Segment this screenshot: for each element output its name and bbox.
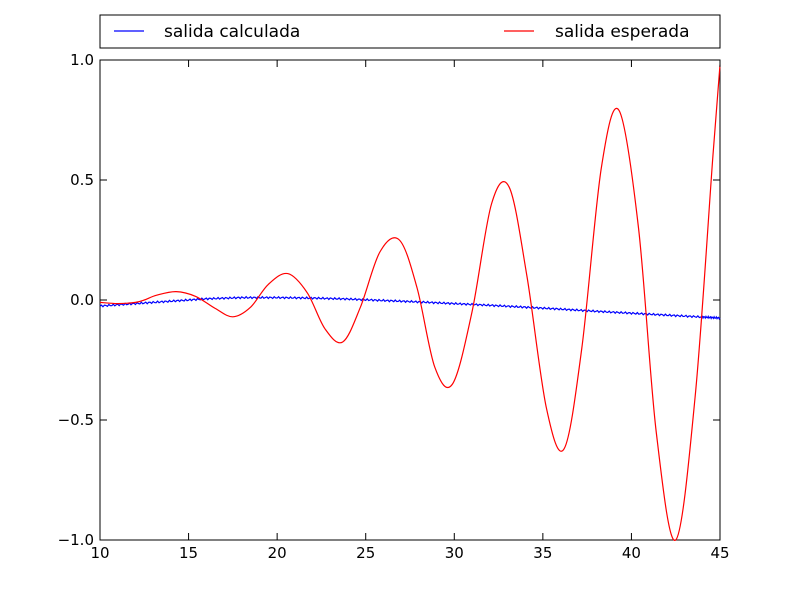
y-tick-label: −1.0	[58, 531, 94, 549]
x-tick-label: 25	[356, 544, 375, 562]
axis-ticks: 10 15 20 25 30 35 40 45 −1.0 −0.5 0.0 0.5 1.0	[58, 51, 730, 562]
x-tick-label: 10	[90, 544, 109, 562]
y-tick-label: 1.0	[70, 51, 94, 69]
y-tick-label: 0.0	[70, 291, 94, 309]
legend: salida calculada salida esperada	[99, 14, 721, 49]
x-tick-label: 15	[179, 544, 198, 562]
series-line-salida-esperada	[99, 64, 721, 541]
x-tick-label: 45	[710, 544, 729, 562]
legend-box	[99, 14, 721, 49]
legend-label-salida-esperada: salida esperada	[555, 22, 690, 42]
y-tick-label: −0.5	[58, 411, 94, 429]
series-line-salida-calculada	[99, 295, 721, 321]
x-tick-label: 40	[622, 544, 641, 562]
legend-label-salida-calculada: salida calculada	[164, 22, 300, 42]
series-layer	[99, 64, 721, 541]
x-tick-label: 35	[533, 544, 552, 562]
x-tick-label: 30	[445, 544, 464, 562]
x-tick-label: 20	[268, 544, 287, 562]
y-tick-label: 0.5	[70, 171, 94, 189]
